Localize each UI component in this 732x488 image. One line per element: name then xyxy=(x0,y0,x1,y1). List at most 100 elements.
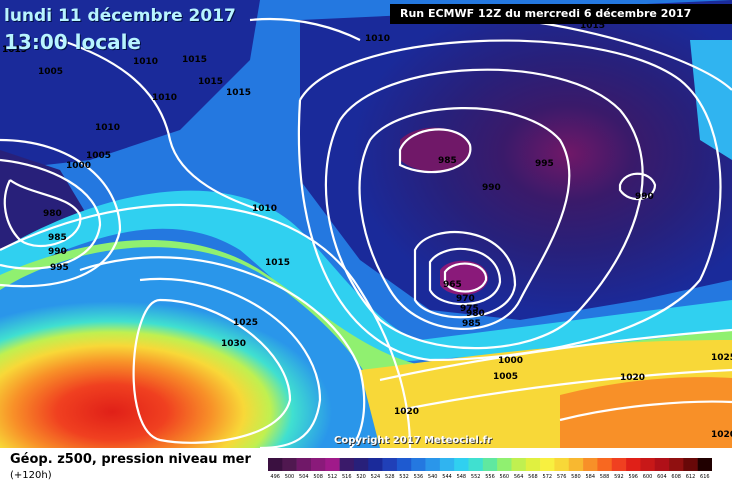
colorbar-swatch xyxy=(640,458,656,471)
colorbar-tick-label: 608 xyxy=(671,474,681,480)
colorbar-tick-label: 504 xyxy=(299,474,309,480)
isobar-label: 1015 xyxy=(265,258,290,268)
colorbar-tick-label: 560 xyxy=(499,474,510,480)
isobar-label: 1015 xyxy=(198,77,223,87)
isobar-line xyxy=(0,203,412,448)
colorbar-swatch xyxy=(425,458,441,471)
isobar-line xyxy=(0,138,122,288)
isobar-label: 985 xyxy=(438,156,457,166)
copyright-text: Copyright 2017 Meteociel.fr xyxy=(334,435,492,446)
colorbar-swatch xyxy=(540,458,555,471)
colorbar-swatch xyxy=(683,458,698,471)
isobar-label: 1010 xyxy=(133,57,158,67)
colorbar-tick-label: 516 xyxy=(341,474,352,480)
isobar-label: 1020 xyxy=(711,430,732,440)
colorbar-tick-label: 512 xyxy=(327,474,338,480)
isobar-label: 985 xyxy=(48,233,67,243)
colorbar-swatch xyxy=(468,458,484,471)
isobar-label: 1025 xyxy=(233,318,258,328)
isobar-line xyxy=(324,68,644,350)
colorbar-tick-label: 548 xyxy=(456,474,467,480)
isobar-label: 970 xyxy=(456,294,475,304)
isobar-line xyxy=(413,231,517,319)
forecast-date: lundi 11 décembre 2017 xyxy=(4,6,236,26)
colorbar-tick-label: 544 xyxy=(442,474,452,480)
colorbar-tick-label: 604 xyxy=(657,474,667,480)
isobar-label: 965 xyxy=(443,280,462,290)
colorbar-tick-label: 520 xyxy=(356,474,366,480)
colorbar-swatch xyxy=(568,458,584,471)
isobar-labels: 1015 1005 1010 1015 1015 1015 1010 1010 … xyxy=(2,21,732,440)
isobar-label: 1005 xyxy=(493,372,518,382)
isobar-line xyxy=(379,328,732,382)
isobar-line xyxy=(443,262,488,293)
colorbar-swatch xyxy=(439,458,455,471)
isobar-label: 1010 xyxy=(365,34,390,44)
colorbar-tick-label: 540 xyxy=(427,474,438,480)
colorbar-swatch xyxy=(382,458,398,471)
isobar-line xyxy=(139,277,322,448)
isobar-line xyxy=(358,107,571,330)
colorbar-tick-label: 612 xyxy=(685,474,696,480)
colorbar-swatch xyxy=(554,458,570,471)
colorbar-swatch xyxy=(396,458,412,471)
colorbar-swatch xyxy=(482,458,498,471)
colorbar-tick-label: 536 xyxy=(413,474,424,480)
legend-subtitle: (+120h) xyxy=(10,470,52,481)
isobar-label: 1030 xyxy=(221,339,246,349)
isobar-label: 990 xyxy=(482,183,501,193)
colorbar-swatch xyxy=(583,458,598,471)
colorbar-tick-label: 568 xyxy=(528,474,538,480)
colorbar-tick-label: 592 xyxy=(614,474,624,480)
legend-title: Géop. z500, pression niveau mer xyxy=(10,452,251,467)
isobar-label: 975 xyxy=(460,304,479,314)
colorbar-tick-label: 596 xyxy=(628,474,638,480)
isobar-label: 980 xyxy=(466,309,485,319)
isobar-label: 1025 xyxy=(711,353,732,363)
isobar-label: 980 xyxy=(43,209,62,219)
colorbar-tick-label: 500 xyxy=(284,474,295,480)
colorbar-swatch xyxy=(339,458,355,471)
colorbar-swatch xyxy=(654,458,670,471)
colorbar-tick-label: 496 xyxy=(270,474,280,480)
isobar-label: 1015 xyxy=(580,21,605,31)
low-core-985 xyxy=(400,127,470,172)
colorbar-swatch xyxy=(353,458,369,471)
isobar-line xyxy=(79,256,366,448)
run-banner: Run ECMWF 12Z du mercredi 6 décembre 201… xyxy=(390,4,732,24)
colorbar-swatch xyxy=(296,458,312,471)
colorbar-tick-label: 600 xyxy=(642,474,653,480)
colorbar-tick-label: 528 xyxy=(384,474,395,480)
isobar-line xyxy=(618,172,657,201)
isobar-label: 990 xyxy=(635,192,654,202)
colorbar-swatch xyxy=(597,458,613,471)
isobar-line xyxy=(0,158,102,270)
isobar-line xyxy=(428,247,502,306)
azores-high xyxy=(0,247,400,448)
isobar-label: 1015 xyxy=(2,45,27,55)
isobar-label: 995 xyxy=(535,159,554,169)
colorbar-swatch xyxy=(697,458,712,471)
isobar-label: 1000 xyxy=(498,356,523,366)
colorbar-tick-label: 556 xyxy=(485,474,495,480)
isobar-label: 990 xyxy=(48,247,67,257)
isobar-line xyxy=(59,38,261,212)
colorbar-swatch xyxy=(511,458,527,471)
isobar-label: 1010 xyxy=(95,123,120,133)
colorbar-swatch xyxy=(611,458,627,471)
isobar-line xyxy=(399,368,732,412)
colorbar-swatch xyxy=(268,458,283,471)
colorbar-labels: 496 500 504 508 512 516 520 524 528 532 536 540 544 5… xyxy=(268,474,712,485)
colorbar-swatch xyxy=(669,458,684,471)
isobar-label: 985 xyxy=(462,319,481,329)
isobar-line xyxy=(559,400,732,422)
colorbar-tick-label: 572 xyxy=(542,474,553,480)
isobar-line xyxy=(519,18,732,91)
low-core-965 xyxy=(440,260,489,295)
colorbar-swatch xyxy=(368,458,383,471)
isobar-label: 1015 xyxy=(226,88,251,98)
isobar-line xyxy=(132,298,292,444)
colorbar-tick-label: 552 xyxy=(470,474,481,480)
colorbar-tick-label: 524 xyxy=(370,474,381,480)
